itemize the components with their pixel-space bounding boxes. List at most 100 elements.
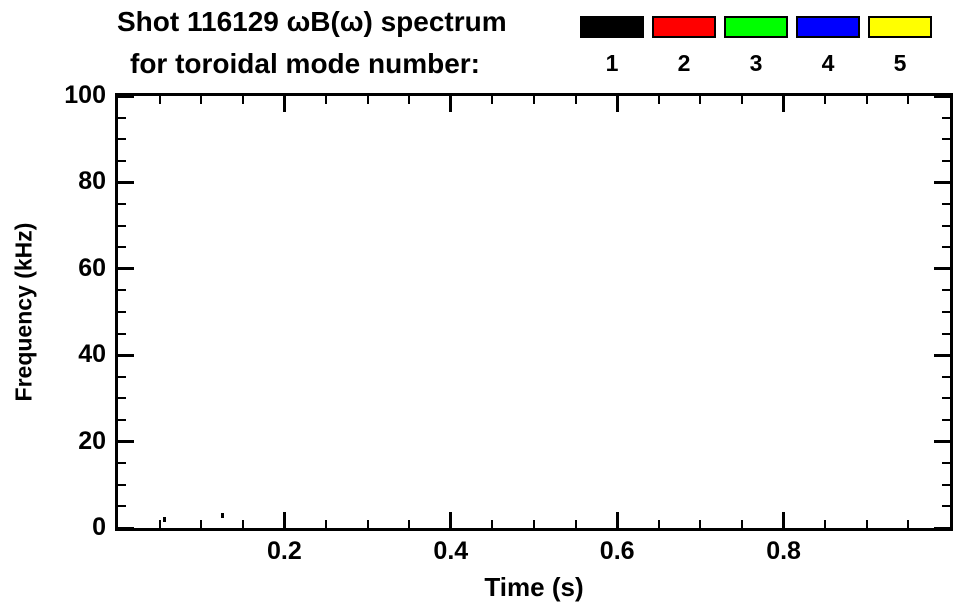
y-minor-tick xyxy=(942,116,950,119)
chart-subtitle: for toroidal mode number: xyxy=(130,48,480,79)
x-minor-tick xyxy=(574,520,577,528)
y-minor-tick xyxy=(118,332,126,335)
y-minor-tick xyxy=(118,462,126,465)
y-minor-tick xyxy=(118,138,126,141)
y-major-tick xyxy=(934,94,950,98)
legend-label-mode-1: 1 xyxy=(605,50,619,76)
legend-swatch-mode-4 xyxy=(796,16,860,38)
x-minor-tick xyxy=(699,520,702,528)
x-tick-label: 0.8 xyxy=(766,537,801,565)
y-tick-label: 20 xyxy=(78,426,106,455)
y-minor-tick xyxy=(942,311,950,313)
y-major-tick xyxy=(118,94,134,98)
x-major-tick xyxy=(449,96,453,112)
y-major-tick xyxy=(118,353,134,357)
data-point-mode-1 xyxy=(162,517,166,523)
y-minor-tick xyxy=(942,138,950,141)
y-minor-tick xyxy=(118,289,126,292)
y-major-tick xyxy=(934,526,950,530)
x-major-tick xyxy=(282,512,286,528)
plot-inner xyxy=(118,94,950,530)
legend-swatch-mode-5 xyxy=(868,16,932,38)
y-minor-tick xyxy=(118,224,126,227)
y-major-tick xyxy=(118,267,134,271)
y-minor-tick xyxy=(942,289,950,292)
x-minor-tick xyxy=(657,520,660,528)
x-major-tick xyxy=(615,512,619,528)
y-major-tick xyxy=(118,180,134,184)
y-minor-tick xyxy=(942,375,950,378)
legend-swatches xyxy=(580,16,932,38)
y-tick-label: 100 xyxy=(64,80,106,109)
x-minor-tick xyxy=(824,520,827,528)
y-minor-tick xyxy=(118,116,126,119)
legend-swatch-mode-1 xyxy=(580,16,644,38)
y-minor-tick xyxy=(942,397,950,400)
x-minor-tick xyxy=(241,96,244,104)
x-minor-tick xyxy=(824,96,827,104)
y-axis-label: Frequency (kHz) xyxy=(10,222,37,402)
x-minor-tick xyxy=(366,96,369,104)
x-axis-label: Time (s) xyxy=(484,572,584,602)
x-tick-label: 0.2 xyxy=(267,537,302,565)
y-minor-tick xyxy=(118,419,126,421)
x-major-tick xyxy=(782,96,786,112)
x-minor-tick xyxy=(907,96,910,104)
x-minor-tick xyxy=(865,520,868,528)
legend-label-mode-3: 3 xyxy=(749,50,763,76)
x-minor-tick xyxy=(325,96,327,104)
x-minor-tick xyxy=(241,520,244,528)
legend-label-mode-2: 2 xyxy=(677,50,691,76)
y-tick-label: 80 xyxy=(78,167,106,196)
x-minor-tick xyxy=(741,520,743,528)
x-minor-tick xyxy=(408,96,411,104)
y-minor-tick xyxy=(942,483,950,486)
x-minor-tick xyxy=(865,96,868,104)
x-minor-tick xyxy=(491,520,494,528)
x-minor-tick xyxy=(907,520,910,528)
data-point-mode-1 xyxy=(221,513,224,519)
x-major-tick xyxy=(449,512,453,528)
y-major-tick xyxy=(934,353,950,357)
y-minor-tick xyxy=(118,159,126,162)
y-minor-tick xyxy=(118,311,126,313)
legend-swatch-mode-3 xyxy=(724,16,788,38)
x-minor-tick xyxy=(366,520,369,528)
x-minor-tick xyxy=(158,96,161,104)
y-tick-label: 60 xyxy=(78,253,106,282)
y-tick-label: 0 xyxy=(92,512,106,541)
x-major-tick xyxy=(782,512,786,528)
chart-title: Shot 116129 ωB(ω) spectrum xyxy=(117,6,507,37)
x-minor-tick xyxy=(699,96,702,104)
y-minor-tick xyxy=(942,246,950,249)
y-minor-tick xyxy=(118,505,126,508)
y-minor-tick xyxy=(118,246,126,249)
y-minor-tick xyxy=(118,483,126,486)
y-major-tick xyxy=(934,180,950,184)
x-minor-tick xyxy=(741,96,743,104)
x-minor-tick xyxy=(533,520,535,528)
y-major-tick xyxy=(118,526,134,530)
x-major-tick xyxy=(615,96,619,112)
y-minor-tick xyxy=(942,505,950,508)
y-minor-tick xyxy=(942,332,950,335)
legend-labels: 1 2 3 4 5 xyxy=(580,50,932,77)
y-major-tick xyxy=(118,440,134,444)
y-minor-tick xyxy=(942,159,950,162)
legend-swatch-mode-2 xyxy=(652,16,716,38)
x-minor-tick xyxy=(574,96,577,104)
x-minor-tick xyxy=(200,520,203,528)
x-tick-label: 0.6 xyxy=(599,537,635,565)
legend-label-mode-4: 4 xyxy=(821,50,835,76)
x-major-tick xyxy=(282,96,286,112)
x-minor-tick xyxy=(408,520,411,528)
y-minor-tick xyxy=(118,375,126,378)
legend-label-mode-5: 5 xyxy=(893,50,907,76)
x-minor-tick xyxy=(158,520,161,528)
y-minor-tick xyxy=(942,224,950,227)
y-major-tick xyxy=(934,440,950,444)
y-minor-tick xyxy=(118,397,126,400)
y-minor-tick xyxy=(942,203,950,205)
x-minor-tick xyxy=(657,96,660,104)
